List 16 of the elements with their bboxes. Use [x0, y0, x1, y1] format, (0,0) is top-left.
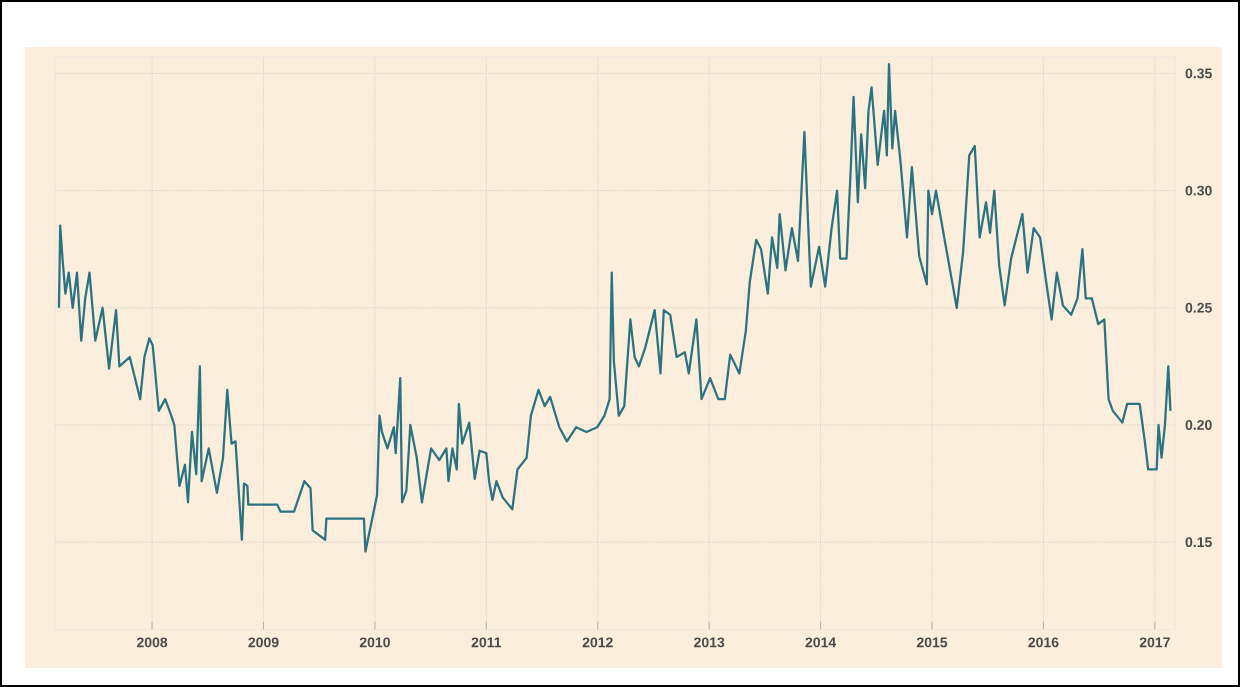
x-tick-label: 2009: [248, 637, 279, 648]
x-tick-label: 2011: [471, 637, 502, 648]
x-tick-label: 2010: [359, 637, 390, 648]
x-tick-label: 2014: [805, 637, 837, 648]
y-tick-label: 0.35: [1185, 68, 1212, 79]
y-tick-label: 0.30: [1185, 185, 1212, 196]
y-tick-label: 0.15: [1185, 537, 1212, 548]
y-tick-label: 0.25: [1185, 302, 1212, 313]
x-tick-label: 2017: [1139, 637, 1170, 648]
y-tick-label: 0.20: [1185, 419, 1212, 430]
x-tick-label: 2012: [582, 637, 613, 648]
line-series: [57, 62, 1172, 553]
x-tick-label: 2016: [1028, 637, 1059, 648]
x-tick-label: 2015: [916, 637, 948, 648]
x-tick-label: 2013: [694, 637, 725, 648]
x-tick-label: 2008: [136, 637, 168, 648]
